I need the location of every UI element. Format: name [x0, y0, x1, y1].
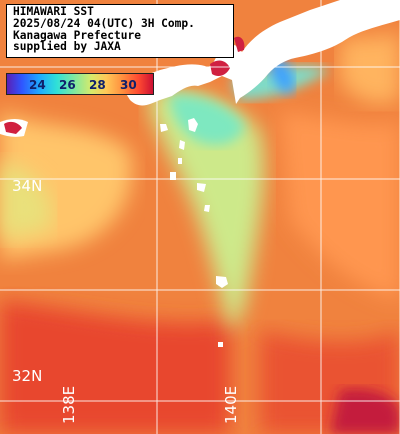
islet-3 [178, 158, 182, 164]
inland-hot-bay [210, 60, 230, 76]
oshima-island [188, 118, 198, 132]
islet-2 [179, 140, 185, 150]
temperature-colorbar: 24 26 28 30 [6, 73, 154, 95]
colorbar-label-26: 26 [59, 78, 76, 92]
hot-spot [330, 388, 400, 434]
inland-hot-bay-2 [234, 36, 245, 52]
niijima-island [170, 172, 176, 180]
title-line-2: 2025/08/24 04(UTC) 3H Comp. [13, 16, 195, 30]
islet-1 [160, 124, 168, 132]
colorbar-label-24: 24 [29, 78, 46, 92]
title-line-1: HIMAWARI SST [13, 5, 94, 18]
western-cool-patch [0, 160, 52, 240]
miyake-island [204, 205, 210, 212]
izu-west-hot [4, 121, 22, 134]
colorbar-label-28: 28 [89, 78, 106, 92]
aogashima-island [218, 342, 223, 347]
title-line-4: supplied by JAXA [13, 40, 121, 54]
latitude-label-34n: 34N [12, 177, 43, 195]
sagami-bay-cool [170, 94, 245, 145]
longitude-label-140e: 140E [222, 385, 240, 424]
title-box: HIMAWARI SST 2025/08/24 04(UTC) 3H Comp.… [6, 4, 234, 58]
kozushima-island [197, 183, 206, 192]
colorbar-label-30: 30 [120, 78, 137, 92]
hachijo-island [216, 276, 228, 288]
honshu-coast [125, 0, 400, 106]
offshore-warm [280, 110, 400, 300]
longitude-label-138e: 138E [60, 385, 78, 424]
title-line-3: Kanagawa Prefecture [13, 28, 141, 42]
latitude-label-32n: 32N [12, 367, 43, 385]
